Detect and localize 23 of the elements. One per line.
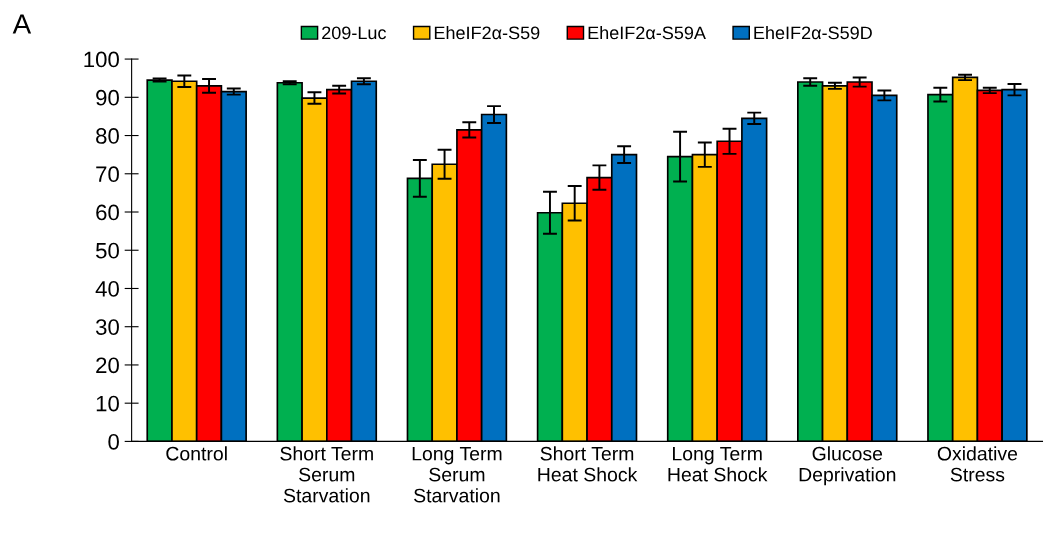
- y-tick-label: 100: [84, 51, 119, 68]
- text: A: [12, 14, 32, 34]
- legend-label: EheIF2α-S59: [434, 25, 540, 40]
- x-tick-label: Glucose Deprivation: [799, 446, 896, 486]
- x-tick-label: Short Term Heat Shock: [538, 446, 638, 482]
- y-tick-label: 90: [96, 89, 119, 106]
- y-tick-label: 40: [95, 281, 119, 297]
- y-tick-label: 20: [96, 357, 119, 374]
- y-tick-label: 10: [96, 395, 119, 412]
- y-tick-label: 0: [108, 433, 119, 450]
- x-tick-label: Control: [166, 446, 227, 461]
- x-tick-label: Oxidative Stress: [937, 446, 1018, 482]
- x-tick-label: Long Term Serum Starvation: [412, 446, 502, 503]
- y-tick-label: 60: [96, 204, 119, 221]
- legend-label: EheIF2α-S59A: [588, 25, 706, 40]
- x-tick-label: Short Term Serum Starvation: [280, 446, 373, 503]
- x-tick-label: Long Term Heat Shock: [668, 446, 768, 482]
- legend-label: 209-Luc: [322, 26, 386, 40]
- y-tick-label: 50: [95, 242, 119, 259]
- legend-label: EheIF2α-S59D: [754, 25, 872, 40]
- y-tick-label: 70: [96, 166, 119, 183]
- y-tick-label: 30: [95, 319, 119, 335]
- y-tick-label: 80: [96, 128, 119, 144]
